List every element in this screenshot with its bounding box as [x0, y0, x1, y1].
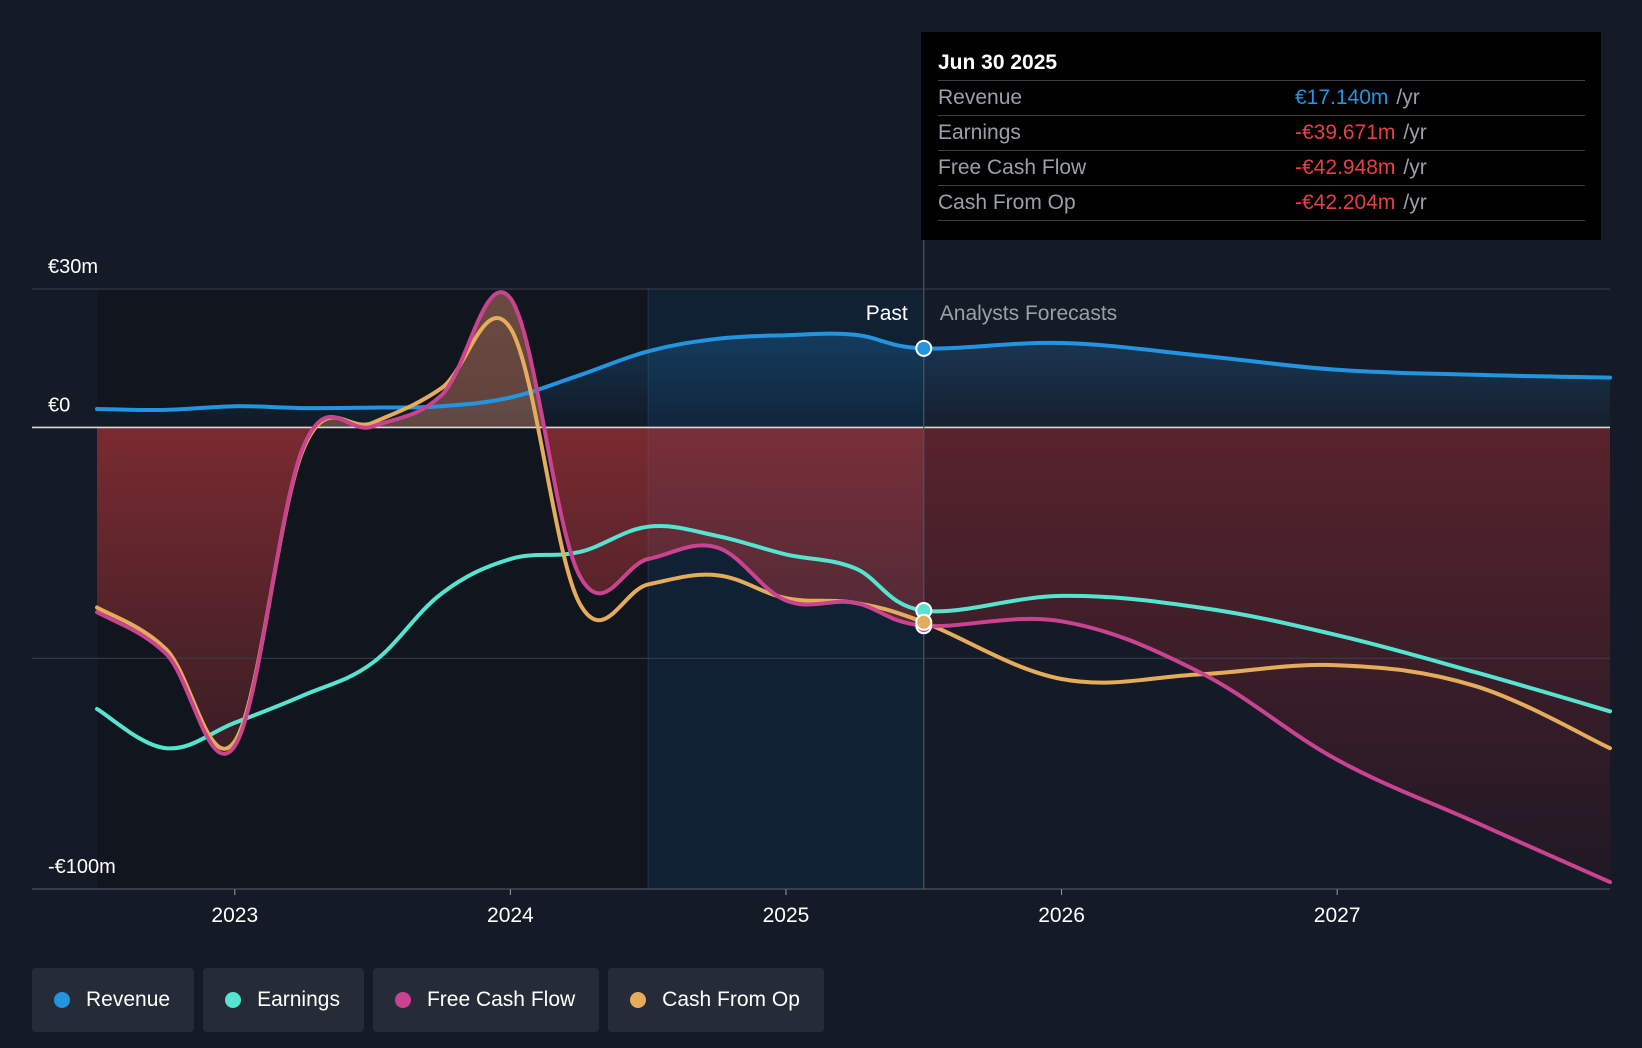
revenue-marker — [915, 339, 933, 357]
forecast-label: Analysts Forecasts — [940, 302, 1117, 325]
legend-dot-icon — [225, 992, 242, 1008]
x-tick-label: 2027 — [1314, 904, 1361, 927]
earnings-line — [95, 524, 1612, 751]
legend-label: Revenue — [86, 988, 171, 1011]
legend-item-cash-from-op[interactable]: Cash From Op — [608, 968, 824, 1032]
chart-legend: Revenue Earnings Free Cash Flow Cash Fro… — [32, 968, 824, 1032]
tooltip-value: -€42.204m — [1295, 191, 1396, 214]
tooltip-unit: /yr — [1403, 191, 1427, 214]
tooltip-row-free-cash-flow: Free Cash Flow -€42.948m /yr — [938, 150, 1585, 185]
financial-chart: €30m €0 -€100m 2023 2024 2025 2026 2027 Past Anal… — [32, 240, 1612, 927]
legend-dot-icon — [630, 992, 647, 1008]
legend-item-earnings[interactable]: Earnings — [203, 968, 364, 1032]
past-label: Past — [866, 302, 908, 325]
free-cash-flow-line — [95, 290, 1612, 885]
legend-item-free-cash-flow[interactable]: Free Cash Flow — [372, 968, 600, 1032]
legend-dot-icon — [54, 992, 70, 1008]
legend-label: Cash From Op — [662, 988, 800, 1011]
tooltip-value: -€42.948m — [1295, 156, 1396, 179]
tooltip-unit: /yr — [1403, 156, 1427, 179]
x-tick-label: 2023 — [211, 904, 258, 927]
data-tooltip: Jun 30 2025 Revenue €17.140m /yr Earning… — [921, 32, 1601, 240]
x-tick-label: 2025 — [763, 904, 810, 927]
tooltip-row-revenue: Revenue €17.140m /yr — [938, 80, 1585, 115]
x-tick-label: 2024 — [487, 904, 534, 927]
revenue-line — [95, 331, 1612, 413]
forecast-negative-shade — [923, 427, 1610, 883]
legend-label: Earnings — [257, 988, 340, 1011]
legend-dot-icon — [394, 992, 411, 1008]
x-tick-label: 2026 — [1038, 904, 1085, 927]
cash-from-op-marker — [915, 613, 933, 631]
legend-label: Free Cash Flow — [426, 988, 576, 1011]
tooltip-value: -€39.671m — [1295, 121, 1396, 144]
tooltip-row-earnings: Earnings -€39.671m /yr — [938, 115, 1585, 150]
tooltip-label: Earnings — [938, 121, 1021, 144]
tooltip-label: Revenue — [938, 86, 1023, 109]
tooltip-label: Cash From Op — [938, 191, 1076, 214]
tooltip-label: Free Cash Flow — [938, 156, 1087, 179]
tooltip-unit: /yr — [1396, 86, 1420, 109]
legend-item-revenue[interactable]: Revenue — [32, 968, 195, 1032]
tooltip-unit: /yr — [1403, 121, 1427, 144]
y-tick-label: €0 — [48, 394, 70, 416]
y-tick-label: -€100m — [48, 856, 116, 878]
y-tick-label: €30m — [48, 256, 98, 278]
tooltip-row-cash-from-op: Cash From Op -€42.204m /yr — [938, 185, 1585, 221]
tooltip-value: €17.140m — [1295, 86, 1389, 109]
negative-area — [97, 427, 1610, 883]
tooltip-date: Jun 30 2025 — [938, 51, 1058, 74]
